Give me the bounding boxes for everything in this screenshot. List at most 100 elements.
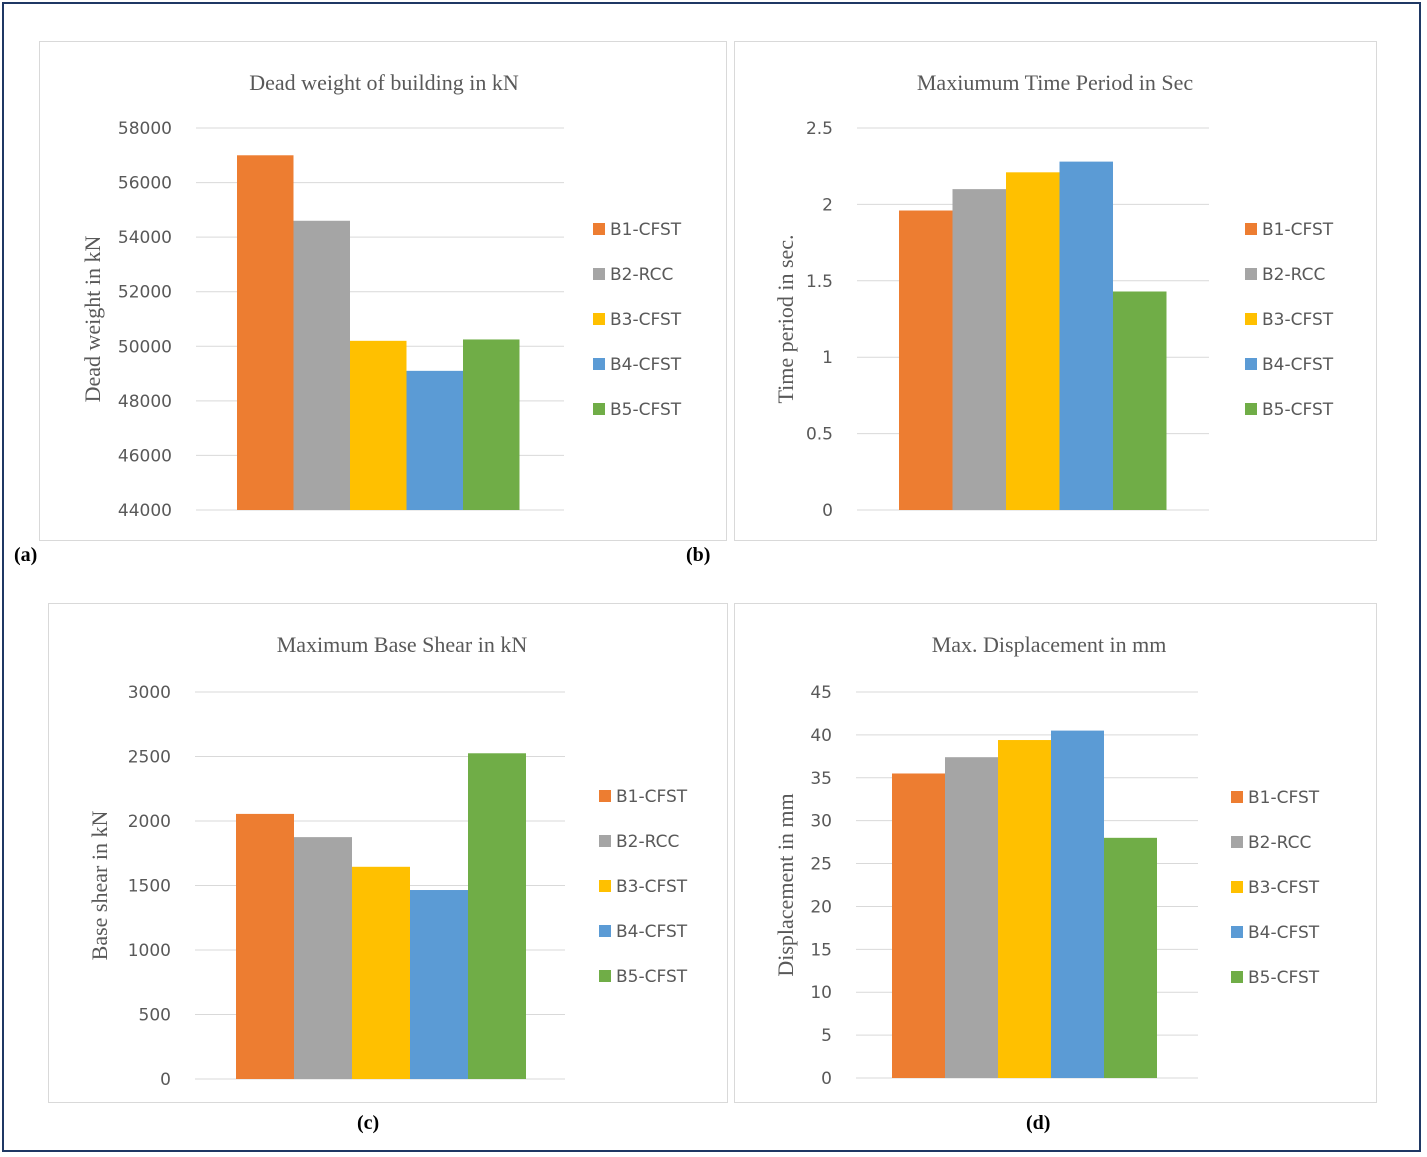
legend-label-b4-cfst: B4-CFST [1248, 923, 1320, 943]
legend-swatch-b2-rcc [593, 268, 605, 280]
legend-swatch-b1-cfst [1245, 223, 1257, 235]
legend-swatch-b1-cfst [593, 223, 605, 235]
legend-label-b3-cfst: B3-CFST [616, 877, 688, 897]
chart-base-shear: Maximum Base Shear in kN 0 500 1000 1500 2000… [87, 632, 688, 1090]
y-tick-label: 52000 [118, 283, 172, 303]
bar-b2-rcc [945, 757, 998, 1078]
y-tick-label: 1.5 [806, 272, 833, 292]
bar-b4-cfst [410, 890, 468, 1079]
y-tick-label: 44000 [118, 501, 172, 521]
chart-panel-displacement: Max. Displacement in mm 0 5 10 15 20 25 30 35 40 4… [734, 603, 1377, 1103]
bar-b5-cfst [1113, 291, 1167, 510]
chart-panel-base-shear: Maximum Base Shear in kN 0 500 1000 1500 2000… [48, 603, 728, 1103]
y-tick-label: 56000 [118, 174, 172, 194]
legend-swatch-b5-cfst [1245, 403, 1257, 415]
y-tick-label: 3000 [128, 683, 171, 703]
y-axis-title: Displacement in mm [773, 793, 798, 976]
legend-label-b4-cfst: B4-CFST [1262, 355, 1334, 375]
y-tick-label: 20 [810, 897, 832, 917]
y-tick-label: 0 [821, 1069, 832, 1089]
y-tick-label: 0 [160, 1070, 171, 1090]
legend-label-b1-cfst: B1-CFST [1262, 220, 1334, 240]
legend-label-b3-cfst: B3-CFST [610, 310, 682, 330]
panel-label-a: (a) [14, 544, 38, 566]
panel-label-b: (b) [686, 544, 711, 566]
bar-b1-cfst [236, 813, 294, 1079]
y-tick-label: 46000 [118, 446, 172, 466]
y-tick-label: 15 [810, 940, 832, 960]
legend-swatch-b3-cfst [1245, 313, 1257, 325]
legend-swatch-b4-cfst [1231, 926, 1243, 938]
y-tick-label: 500 [139, 1006, 171, 1026]
legend-swatch-b1-cfst [599, 790, 611, 802]
bar-b5-cfst [1104, 837, 1157, 1078]
legend-label-b1-cfst: B1-CFST [616, 787, 688, 807]
legend-label-b1-cfst: B1-CFST [610, 220, 682, 240]
legend-label-b5-cfst: B5-CFST [616, 967, 688, 987]
bar-b1-cfst [899, 210, 953, 510]
chart-title: Maxiumum Time Period in Sec [917, 70, 1193, 95]
y-axis-title: Dead weight in kN [80, 235, 105, 402]
bar-b5-cfst [463, 339, 520, 510]
y-tick-label: 1000 [128, 941, 171, 961]
legend-label-b5-cfst: B5-CFST [610, 400, 682, 420]
y-tick-label: 0 [822, 501, 833, 521]
y-axis-title: Time period in sec. [773, 234, 798, 403]
legend-swatch-b5-cfst [593, 403, 605, 415]
y-tick-label: 2.5 [806, 119, 833, 139]
y-tick-label: 25 [810, 855, 832, 875]
legend-label-b5-cfst: B5-CFST [1248, 968, 1320, 988]
legend-label-b5-cfst: B5-CFST [1262, 400, 1334, 420]
y-tick-label: 1 [822, 348, 833, 368]
chart-title: Maximum Base Shear in kN [277, 632, 528, 657]
bar-b3-cfst [352, 866, 410, 1079]
legend-swatch-b2-rcc [1245, 268, 1257, 280]
chart-dead-weight: Dead weight of building in kN 44000 46000 4… [80, 70, 682, 521]
y-tick-label: 48000 [118, 392, 172, 412]
legend-label-b2-rcc: B2-RCC [1262, 265, 1325, 285]
y-tick-label: 2 [822, 195, 833, 215]
y-tick-label: 0.5 [806, 425, 833, 445]
y-tick-label: 30 [810, 812, 832, 832]
legend-swatch-b4-cfst [599, 925, 611, 937]
legend-swatch-b2-rcc [1231, 836, 1243, 848]
panel-label-c: (c) [357, 1112, 380, 1134]
chart-title: Dead weight of building in kN [249, 70, 519, 95]
legend-swatch-b3-cfst [1231, 881, 1243, 893]
legend-label-b2-rcc: B2-RCC [616, 832, 679, 852]
y-tick-label: 10 [810, 983, 832, 1003]
legend-swatch-b3-cfst [599, 880, 611, 892]
bar-b4-cfst [1059, 161, 1113, 510]
bar-b3-cfst [350, 340, 407, 510]
chart-panel-dead-weight: Dead weight of building in kN 44000 46000 4… [39, 41, 727, 541]
legend-label-b2-rcc: B2-RCC [1248, 833, 1311, 853]
y-tick-label: 45 [810, 683, 832, 703]
bar-b3-cfst [1006, 172, 1060, 510]
y-tick-label: 5 [821, 1026, 832, 1046]
legend-label-b3-cfst: B3-CFST [1262, 310, 1334, 330]
legend-label-b2-rcc: B2-RCC [610, 265, 673, 285]
y-tick-label: 40 [810, 726, 832, 746]
legend-swatch-b4-cfst [1245, 358, 1257, 370]
bar-b2-rcc [952, 189, 1006, 510]
bar-b4-cfst [406, 370, 463, 510]
chart-panel-time-period: Maxiumum Time Period in Sec 0 0.5 1 1.5 2 2.5 T… [734, 41, 1377, 541]
legend-label-b4-cfst: B4-CFST [610, 355, 682, 375]
legend-swatch-b5-cfst [599, 970, 611, 982]
chart-title: Max. Displacement in mm [932, 632, 1167, 657]
bar-b1-cfst [237, 155, 294, 510]
y-tick-label: 2000 [128, 812, 171, 832]
bar-b4-cfst [1051, 730, 1104, 1078]
y-tick-label: 35 [810, 769, 832, 789]
bar-b1-cfst [892, 773, 945, 1078]
y-tick-label: 58000 [118, 119, 172, 139]
bar-b3-cfst [998, 740, 1051, 1078]
legend-swatch-b5-cfst [1231, 971, 1243, 983]
legend-swatch-b1-cfst [1231, 791, 1243, 803]
legend-label-b3-cfst: B3-CFST [1248, 878, 1320, 898]
y-tick-label: 54000 [118, 228, 172, 248]
y-tick-label: 2500 [128, 748, 171, 768]
legend-label-b1-cfst: B1-CFST [1248, 788, 1320, 808]
y-tick-label: 1500 [128, 877, 171, 897]
